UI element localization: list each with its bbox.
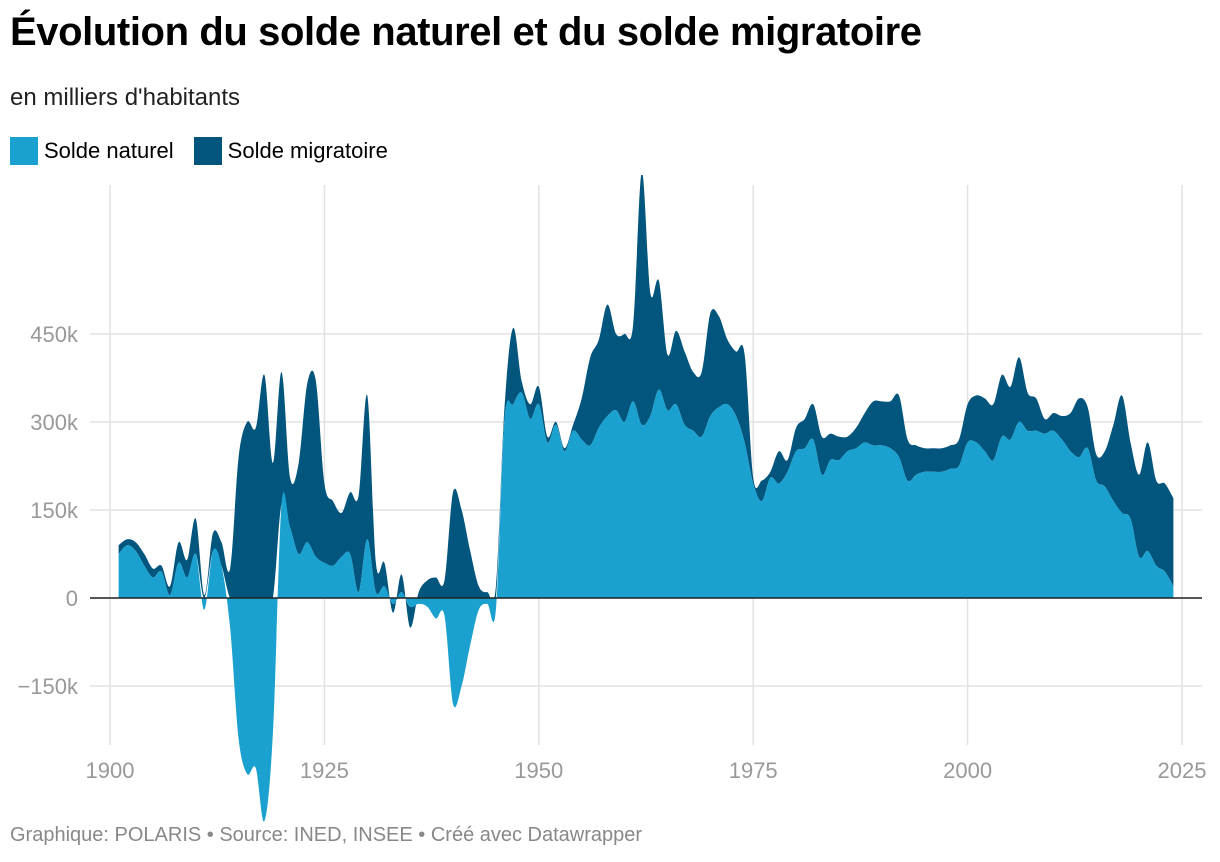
x-tick-label: 1900 (86, 758, 135, 783)
area-solde-naturel (118, 389, 1174, 822)
y-tick-label: 150k (30, 498, 79, 523)
area-solde-migratoire (118, 175, 1174, 628)
chart-title: Évolution du solde naturel et du solde m… (10, 10, 922, 54)
y-tick-label: 0 (66, 586, 78, 611)
x-tick-label: 2000 (943, 758, 992, 783)
chart-areas (118, 175, 1174, 822)
legend-swatch-solde-naturel (10, 137, 38, 165)
y-axis: −150k 0 150k 300k 450k (17, 322, 79, 699)
chart-subtitle: en milliers d'habitants (10, 84, 241, 111)
y-tick-label: 450k (30, 322, 79, 347)
chart-legend: Solde naturel Solde migratoire (10, 137, 408, 165)
x-tick-label: 1925 (300, 758, 349, 783)
legend-item-solde-naturel: Solde naturel (10, 137, 174, 165)
x-tick-label: 2025 (1158, 758, 1207, 783)
legend-label-solde-migratoire: Solde migratoire (227, 138, 388, 163)
x-tick-label: 1950 (514, 758, 563, 783)
x-axis: 1900 1925 1950 1975 2000 2025 (86, 758, 1207, 783)
x-tick-label: 1975 (729, 758, 778, 783)
legend-label-solde-naturel: Solde naturel (44, 138, 174, 163)
legend-item-solde-migratoire: Solde migratoire (193, 137, 388, 165)
y-tick-label: −150k (17, 674, 79, 699)
y-tick-label: 300k (30, 410, 79, 435)
chart-footer: Graphique: POLARIS • Source: INED, INSEE… (10, 824, 643, 846)
legend-swatch-solde-migratoire (193, 137, 222, 165)
